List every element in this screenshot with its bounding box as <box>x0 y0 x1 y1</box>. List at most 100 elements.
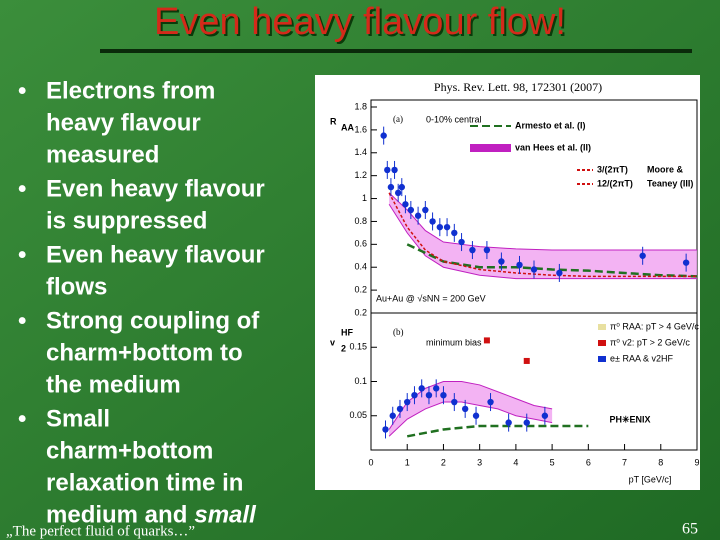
model-curve <box>388 192 697 278</box>
x-tick-label: 2 <box>441 457 446 467</box>
bullet-text: Even heavy flavour <box>46 241 265 268</box>
x-tick-label: 5 <box>550 457 555 467</box>
y-tick-label: 1.4 <box>354 147 367 157</box>
legend-text: e± RAA & v2HF <box>610 353 673 363</box>
x-tick-label: 4 <box>513 457 518 467</box>
bullet-text: medium and <box>46 501 187 528</box>
data-point <box>469 246 476 254</box>
data-point <box>411 392 418 399</box>
data-point <box>472 412 480 419</box>
y-tick-label: 0.2 <box>354 307 367 317</box>
y-tick-label: 0.15 <box>349 342 367 352</box>
model-band <box>389 192 697 279</box>
y-title-sub: 2 <box>341 343 346 353</box>
data-point <box>387 183 395 191</box>
data-point <box>556 269 563 277</box>
y-title-sup: HF <box>341 327 353 337</box>
data-point <box>440 392 447 399</box>
y-tick-label: 0.6 <box>354 239 367 249</box>
data-point <box>523 419 530 426</box>
centrality: 0-10% central <box>426 114 482 124</box>
y-tick-label: 1 <box>362 193 367 203</box>
x-tick-label: 3 <box>477 457 482 467</box>
data-point <box>394 189 402 197</box>
data-point <box>451 229 458 237</box>
title: Even heavy flavour flow! <box>154 1 566 43</box>
data-point <box>433 385 440 392</box>
legend-text: 3/(2πT) <box>597 164 628 174</box>
title-shadow: Even heavy flavour flow! <box>156 3 568 45</box>
data-point <box>396 405 404 413</box>
data-point <box>422 206 429 214</box>
y-tick-label: 0.2 <box>354 284 367 294</box>
data-point <box>414 212 422 219</box>
bullet-text: Strong coupling of <box>46 307 260 334</box>
data-point <box>389 412 396 419</box>
data-point <box>458 238 465 246</box>
x-tick-label: 1 <box>405 457 410 467</box>
data-point <box>505 419 512 426</box>
x-tick-label: 9 <box>694 457 699 467</box>
bullet-dot: • <box>18 307 26 334</box>
x-tick-label: 0 <box>368 457 373 467</box>
centrality: minimum bias <box>426 337 482 347</box>
data-point <box>461 405 469 413</box>
data-point <box>384 166 391 174</box>
data-point <box>483 246 491 254</box>
y-title: v <box>330 337 335 347</box>
page-number: 65 <box>682 521 698 538</box>
data-point <box>487 398 494 406</box>
data-point <box>418 385 425 392</box>
bullet-text: charm+bottom to <box>46 339 243 366</box>
bullet-text: measured <box>46 141 159 168</box>
legend-swatch <box>598 340 606 346</box>
x-tick-label: 7 <box>622 457 627 467</box>
data-point <box>436 223 444 231</box>
bullet-text: is suppressed <box>46 207 207 234</box>
data-point <box>407 206 415 214</box>
system: Au+Au @ √sNN = 200 GeV <box>376 293 486 303</box>
legend-text: Armesto et al. (I) <box>515 120 586 130</box>
citation: Phys. Rev. Lett. 98, 172301 (2007) <box>434 80 602 94</box>
y-tick-label: 1.6 <box>354 124 367 134</box>
data-point <box>443 223 451 231</box>
bullet-dot: • <box>18 77 26 104</box>
bullet-text: relaxation time in <box>46 469 243 496</box>
legend-swatch <box>598 324 606 330</box>
x-tick-label: 6 <box>586 457 591 467</box>
data-point <box>498 258 505 265</box>
data-point <box>398 183 405 191</box>
x-title: pT [GeV/c] <box>629 474 672 484</box>
bullet-dot: • <box>18 241 26 268</box>
y-title: R <box>330 116 337 126</box>
legend-text: 12/(2πT) <box>597 178 633 188</box>
y-tick-label: 1.8 <box>354 101 367 111</box>
data-point <box>425 392 433 399</box>
data-point <box>382 426 389 433</box>
panel-label: (a) <box>393 114 403 124</box>
data-point <box>541 412 549 419</box>
data-point <box>523 357 530 364</box>
figure-panel <box>315 75 700 490</box>
y-tick-label: 0.8 <box>354 216 367 226</box>
bullet-text: charm+bottom <box>46 437 213 464</box>
bullet-text: viscosity <box>46 537 149 540</box>
bullet-text: Even heavy flavour <box>46 175 265 202</box>
data-point <box>402 201 409 208</box>
data-point <box>404 398 411 406</box>
data-point <box>530 266 538 273</box>
data-point <box>682 259 690 266</box>
bullet-dot: • <box>18 175 26 202</box>
footer: „The perfect fluid of quarks…” <box>6 523 195 539</box>
data-point <box>516 261 523 269</box>
x-tick-label: 8 <box>658 457 663 467</box>
bullet-dot: • <box>18 405 26 432</box>
data-point <box>451 398 458 406</box>
data-point <box>391 166 398 174</box>
bullet-text: Small <box>46 405 110 432</box>
legend-swatch <box>598 356 606 362</box>
bullet-text: flows <box>46 273 107 300</box>
legend-text: Moore & <box>647 164 684 174</box>
model-curve <box>388 401 553 437</box>
